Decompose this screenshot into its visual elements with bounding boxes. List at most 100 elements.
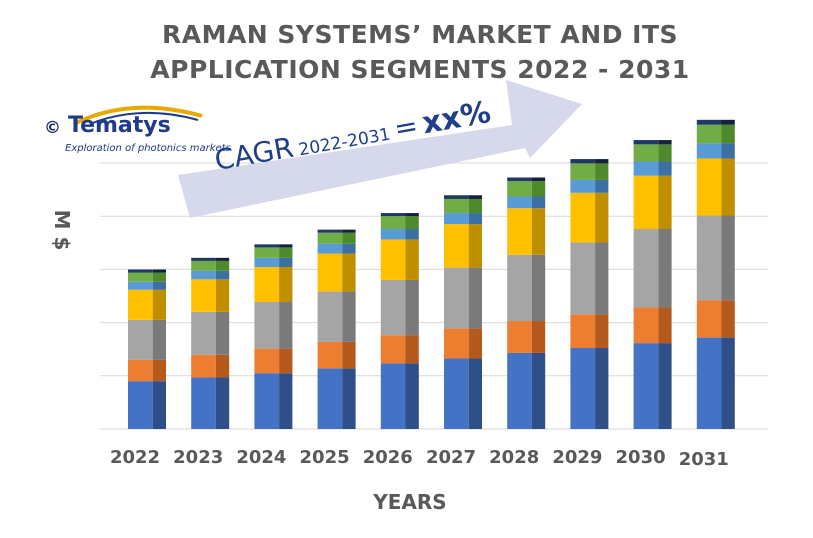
bar-segment-side-2023-s3 — [215, 311, 230, 355]
x-tick-label-2030: 2030 — [616, 447, 666, 468]
bar-segment-side-2022-s3 — [152, 319, 166, 360]
bar-stack-2026 — [380, 213, 419, 429]
bar-segment-2023-s5 — [191, 270, 216, 280]
bar-segment-2027-s5 — [444, 213, 469, 225]
bar-segment-side-2026-s3 — [405, 279, 419, 336]
bar-segment-2022-s2 — [128, 359, 153, 382]
bar-segment-2029-s5 — [570, 179, 596, 193]
bar-segment-side-2026-s1 — [405, 363, 419, 429]
chart-title-line-1: RAMAN SYSTEMS’ MARKET AND ITS — [161, 20, 679, 49]
bar-segment-side-2027-s4 — [468, 224, 482, 268]
bar-segment-2027-s7 — [444, 195, 469, 199]
bar-segment-2026-s2 — [380, 335, 406, 364]
bar-segment-side-2023-s7 — [215, 257, 230, 261]
bar-segment-side-2029-s3 — [595, 242, 609, 315]
x-tick-label-2026: 2026 — [363, 447, 413, 468]
bar-segment-side-2030-s5 — [658, 161, 672, 176]
bar-segment-2024-s4 — [254, 267, 280, 303]
bar-segment-side-2025-s2 — [342, 341, 356, 369]
bar-segment-2028-s5 — [507, 196, 532, 209]
bar-segment-side-2028-s4 — [531, 208, 546, 255]
bar-segment-2029-s1 — [570, 348, 596, 429]
bar-stack-2029 — [570, 159, 609, 429]
x-axis-label: YEARS — [372, 490, 446, 514]
bar-segment-2028-s1 — [507, 352, 532, 429]
bar-segment-side-2022-s1 — [152, 381, 166, 429]
bar-segment-2030-s5 — [633, 161, 659, 176]
bar-segment-side-2027-s6 — [468, 198, 482, 214]
bar-segment-side-2028-s5 — [531, 196, 546, 209]
bar-segment-side-2029-s7 — [595, 159, 609, 164]
bar-segment-side-2025-s6 — [342, 232, 356, 244]
x-tick-label-2025: 2025 — [300, 447, 350, 468]
bar-segment-side-2025-s1 — [342, 368, 356, 429]
bar-segment-2031-s3 — [696, 215, 722, 301]
bar-segment-2025-s3 — [317, 291, 343, 342]
logo-brand-name: Tematys — [68, 113, 171, 138]
bar-segment-2022-s1 — [128, 381, 153, 429]
bar-segment-side-2028-s2 — [531, 321, 546, 353]
bar-segment-side-2029-s2 — [595, 314, 609, 349]
bar-segment-2026-s5 — [380, 229, 406, 240]
bar-segment-side-2028-s7 — [531, 177, 546, 182]
bar-segment-side-2029-s6 — [595, 163, 609, 180]
bar-segment-2025-s6 — [317, 232, 343, 244]
bar-segment-side-2030-s1 — [658, 343, 672, 429]
bar-segment-2022-s4 — [128, 289, 153, 320]
bar-segment-2026-s3 — [380, 279, 406, 336]
bar-segment-side-2023-s4 — [215, 279, 230, 312]
bar-segment-side-2024-s7 — [279, 244, 293, 248]
bar-segment-side-2026-s5 — [405, 229, 419, 240]
bar-segment-2030-s2 — [633, 307, 659, 344]
bar-segment-side-2023-s5 — [215, 270, 230, 280]
bar-segment-2028-s4 — [507, 208, 532, 255]
bar-segment-2025-s5 — [317, 243, 343, 254]
bar-segment-side-2027-s2 — [468, 328, 482, 359]
bar-segment-side-2027-s5 — [468, 213, 482, 225]
bar-segment-2022-s5 — [128, 281, 153, 290]
bar-segment-side-2031-s6 — [721, 124, 735, 144]
logo-tagline: Exploration of photonics markets — [65, 143, 231, 154]
x-tick-label-2023: 2023 — [173, 447, 223, 468]
bar-segment-2022-s7 — [128, 269, 153, 273]
bar-segment-2029-s2 — [570, 314, 596, 349]
bar-segment-2023-s1 — [191, 377, 216, 429]
bar-segment-2022-s3 — [128, 319, 153, 360]
bar-segment-side-2027-s1 — [468, 358, 482, 429]
bar-segment-2025-s2 — [317, 341, 343, 369]
bar-segment-side-2030-s2 — [658, 307, 672, 344]
bar-segment-2024-s1 — [254, 373, 280, 429]
bar-segment-side-2031-s7 — [721, 119, 735, 125]
y-axis-label: M $ — [50, 210, 74, 251]
bar-segment-side-2029-s4 — [595, 192, 609, 243]
bar-segment-side-2025-s3 — [342, 291, 356, 342]
bar-segment-2022-s6 — [128, 272, 153, 282]
x-tick-label-2029: 2029 — [552, 447, 602, 468]
x-tick-label-2027: 2027 — [426, 447, 476, 468]
x-tick-label-2028: 2028 — [489, 447, 539, 468]
bar-segment-side-2028-s3 — [531, 254, 546, 322]
bar-segment-side-2024-s4 — [279, 267, 293, 303]
bar-segment-2030-s3 — [633, 229, 659, 308]
bar-segment-side-2031-s4 — [721, 158, 735, 216]
bar-segment-2023-s2 — [191, 354, 216, 378]
bar-segment-2026-s7 — [380, 213, 406, 217]
bar-segment-side-2027-s3 — [468, 267, 482, 329]
bar-segment-2027-s4 — [444, 224, 469, 268]
bar-segment-2031-s1 — [696, 337, 722, 429]
bar-segment-side-2030-s6 — [658, 144, 672, 162]
bar-segment-side-2031-s1 — [721, 337, 735, 429]
x-tick-label-2024: 2024 — [236, 447, 286, 468]
tematys-logo: © Tematys Exploration of photonics marke… — [40, 102, 231, 162]
bar-segment-side-2023-s6 — [215, 260, 230, 271]
bar-segment-side-2026-s7 — [405, 213, 419, 217]
bar-segment-2030-s1 — [633, 343, 659, 429]
cagr-arrow — [178, 80, 582, 218]
bar-segment-side-2031-s2 — [721, 300, 735, 338]
bar-segment-2023-s7 — [191, 257, 216, 261]
bar-segment-2028-s2 — [507, 321, 532, 353]
bar-segment-2031-s4 — [696, 158, 722, 216]
bar-segment-2028-s3 — [507, 254, 532, 322]
bar-stack-2030 — [633, 140, 672, 429]
